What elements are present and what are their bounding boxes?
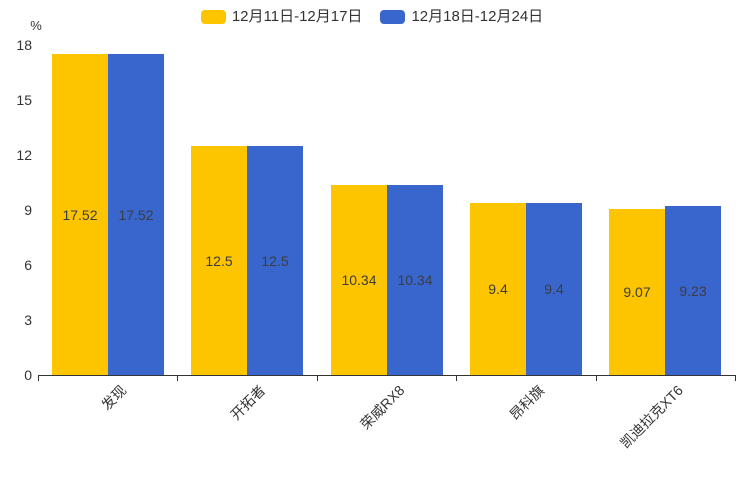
bar-凯迪拉克XT6-series-0: 9.07 — [609, 209, 665, 375]
legend-item-1[interactable]: 12月18日-12月24日 — [380, 6, 543, 28]
y-axis-tick-label: 6 — [24, 257, 32, 273]
bar-value-label: 9.4 — [544, 281, 564, 297]
bar-value-label: 9.23 — [679, 282, 707, 299]
bar-value-label: 9.07 — [623, 284, 651, 300]
bar-昂科旗-series-1: 9.4 — [526, 203, 582, 375]
bar-荣威RX8-series-1: 10.34 — [387, 185, 443, 375]
x-axis-tick — [596, 376, 597, 381]
bar-凯迪拉克XT6-series-1: 9.23 — [665, 206, 721, 375]
x-axis-category-label: 昂科旗 — [506, 382, 548, 424]
legend-item-0[interactable]: 12月11日-12月17日 — [200, 6, 363, 28]
bar-昂科旗-series-0: 9.4 — [470, 203, 526, 375]
bar-value-label: 12.5 — [205, 252, 233, 269]
legend-swatch-icon — [380, 10, 406, 24]
y-axis-tick-label: 3 — [24, 312, 32, 328]
x-axis-tick — [317, 376, 318, 381]
y-axis-tick-label: 18 — [16, 37, 32, 53]
x-axis-category-label: 荣威RX8 — [356, 382, 408, 433]
y-axis-tick-label: 15 — [16, 92, 32, 108]
x-axis-tick — [735, 376, 736, 381]
y-axis-tick-label: 0 — [24, 367, 32, 383]
legend-item-label: 12月11日-12月17日 — [231, 8, 363, 25]
y-axis-tick-label: 12 — [16, 147, 32, 163]
bar-value-label: 9.4 — [488, 281, 508, 297]
bar-value-label: 10.34 — [397, 272, 433, 288]
bar-value-label: 12.5 — [261, 252, 289, 269]
legend-item-label: 12月18日-12月24日 — [411, 8, 544, 25]
bar-value-label: 17.52 — [118, 206, 154, 223]
x-axis-category-label: 凯迪拉克XT6 — [617, 382, 687, 452]
bar-value-label: 17.52 — [62, 206, 98, 223]
y-axis-tick-label: 9 — [24, 202, 32, 218]
plot-area: 0 3 6 9 12 15 18 17.52 17.52 发现 12.5 12.5 开拓者 10.34 10… — [16, 37, 736, 451]
x-axis-tick — [177, 376, 178, 381]
legend: 12月11日-12月17日 12月18日-12月24日 — [0, 6, 744, 28]
y-axis-unit-label: % — [30, 18, 42, 33]
legend-swatch-icon — [200, 10, 226, 24]
x-axis-category-label: 发现 — [98, 382, 130, 414]
bar-发现-series-0: 17.52 — [52, 54, 108, 375]
bar-开拓者-series-0: 12.5 — [191, 146, 247, 375]
bar-开拓者-series-1: 12.5 — [247, 146, 303, 375]
bar-value-label: 10.34 — [341, 272, 377, 288]
bar-发现-series-1: 17.52 — [108, 54, 164, 375]
x-axis-tick — [38, 376, 39, 381]
bar-荣威RX8-series-0: 10.34 — [331, 185, 387, 375]
x-axis-line — [38, 375, 736, 376]
x-axis-category-label: 开拓者 — [227, 382, 269, 424]
x-axis-tick — [456, 376, 457, 381]
